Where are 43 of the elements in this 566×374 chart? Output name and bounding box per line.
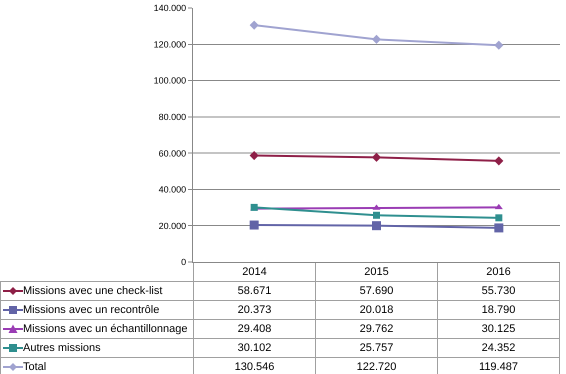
data-label: 57.690 <box>316 282 438 300</box>
point <box>494 156 504 166</box>
x-tick-label: 2014 <box>194 262 316 282</box>
data-label: 58.671 <box>194 282 316 300</box>
point <box>372 152 382 162</box>
point <box>494 223 504 232</box>
point <box>495 214 502 222</box>
data-label: 30.125 <box>438 320 560 338</box>
y-tick-label: 80.000 <box>158 112 186 122</box>
legend-label: Total <box>23 360 46 373</box>
y-tick-label: 100.000 <box>154 76 186 86</box>
y-tick-label: 20.000 <box>158 220 186 231</box>
y-tick-label: 40.000 <box>158 184 186 195</box>
y-tick-label: 120.000 <box>154 39 186 50</box>
legend-label: Missions avec un recontrôle <box>23 304 160 316</box>
point <box>250 151 259 160</box>
point <box>372 34 382 44</box>
y-tick-label: 60.000 <box>158 148 186 158</box>
data-label: 18.790 <box>438 300 560 320</box>
point <box>250 220 259 230</box>
data-label: 55.730 <box>438 282 560 300</box>
point <box>494 204 503 210</box>
data-label: 29.762 <box>316 320 438 338</box>
data-label: 29.408 <box>194 320 316 338</box>
x-tick-label: 2016 <box>438 262 560 282</box>
data-label: 20.018 <box>316 300 438 320</box>
data-label: 30.102 <box>194 338 316 358</box>
y-tick-label: 0 <box>181 257 186 268</box>
data-label: 119.487 <box>438 358 560 374</box>
legend-label: Missions avec une check-list <box>23 284 162 297</box>
y-tick-label: 140.000 <box>154 3 186 14</box>
data-label: 24.352 <box>438 338 560 358</box>
data-label: 122.720 <box>316 358 438 374</box>
legend-label: Missions avec un échantillonnage <box>23 322 188 335</box>
data-label: 130.546 <box>194 358 316 374</box>
point <box>373 212 380 219</box>
point <box>250 20 259 30</box>
legend-label: Autres missions <box>23 342 101 354</box>
data-label: 25.757 <box>316 338 438 358</box>
data-label: 20.373 <box>194 300 316 320</box>
point <box>494 40 504 50</box>
x-tick-label: 2015 <box>316 262 438 282</box>
point <box>372 221 381 230</box>
